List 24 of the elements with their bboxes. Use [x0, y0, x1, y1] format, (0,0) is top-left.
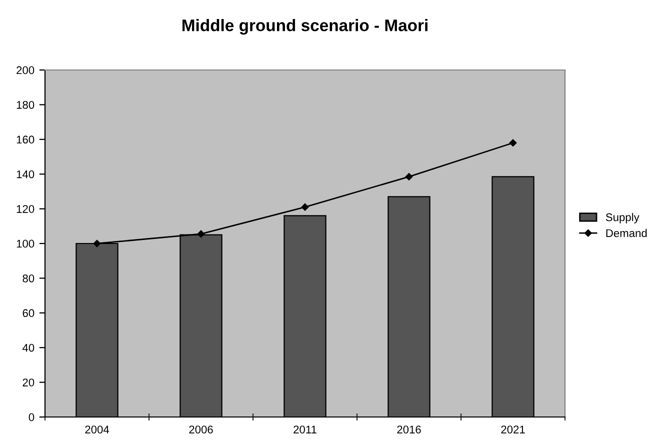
y-tick-label: 60	[22, 309, 34, 318]
y-tick-label: 200	[16, 66, 34, 74]
y-tick-label: 0	[28, 413, 34, 422]
point	[301, 203, 309, 211]
y-tick-label: 160	[16, 136, 34, 144]
x-tick-label: 2004	[85, 426, 110, 434]
y-tick-label: 20	[22, 378, 34, 386]
point	[509, 139, 517, 147]
y-tick-label: 100	[16, 240, 34, 248]
x-tick-label: 2021	[501, 426, 525, 434]
point	[93, 240, 101, 248]
point	[197, 230, 205, 238]
y-tick-label: 40	[22, 344, 34, 352]
point	[405, 173, 413, 180]
x-tick-label: 2006	[189, 426, 213, 434]
y-tick-label: 80	[22, 274, 34, 282]
chart-title: Middle ground scenario - Maori	[182, 19, 428, 35]
y-tick-label: 140	[16, 170, 34, 178]
y-tick-label: 180	[16, 100, 34, 109]
x-tick-label: 2011	[294, 426, 316, 434]
legend-label: Demand	[606, 228, 647, 238]
y-tick-label: 120	[16, 205, 34, 213]
legend-label: Supply	[606, 213, 640, 224]
x-tick-label: 2016	[397, 426, 421, 434]
